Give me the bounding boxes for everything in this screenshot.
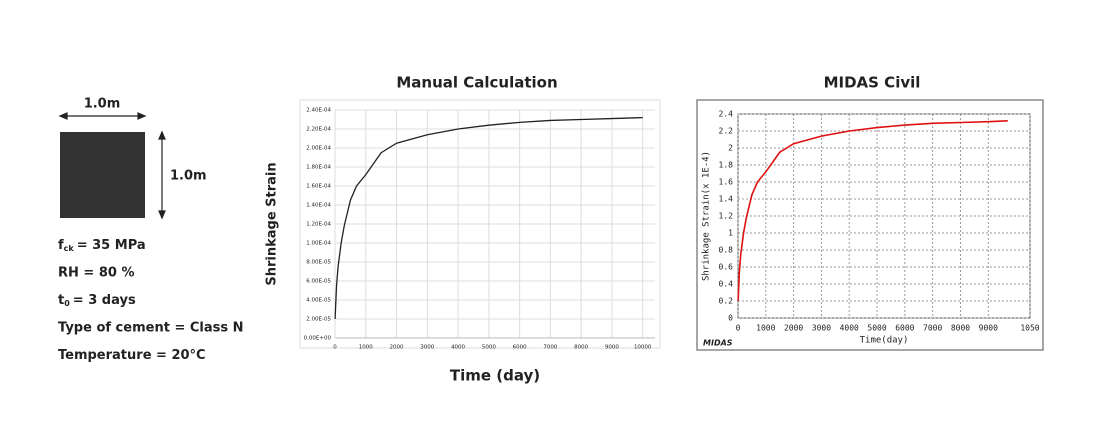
y-tick-label: 2.00E-04 (306, 146, 331, 152)
height-label: 1.0m (170, 169, 207, 184)
y-tick-label: 2.20E-04 (306, 127, 331, 133)
x-tick-label: 1000 (359, 345, 373, 351)
x-tick-label: 6000 (895, 324, 914, 333)
x-tick-label: 10000 (634, 345, 652, 351)
parameter-text: = 35 MPa (77, 238, 146, 253)
y-tick-label: 1.20E-04 (306, 222, 331, 228)
y-tick-label: 1 (728, 229, 733, 238)
y-tick-label: 1.60E-04 (306, 184, 331, 190)
y-tick-label: 0.8 (719, 246, 734, 255)
y-tick-label: 2.4 (719, 110, 734, 119)
y-tick-label: 1.80E-04 (306, 165, 331, 171)
y-tick-label: 1.2 (719, 212, 734, 221)
y-tick-label: 6.00E-05 (306, 279, 331, 285)
chart-title: MIDAS Civil (824, 74, 921, 92)
y-tick-label: 2.2 (719, 127, 734, 136)
y-tick-label: 0.4 (719, 280, 734, 289)
y-tick-label: 2.00E-05 (306, 317, 331, 323)
symbol: t (58, 293, 64, 308)
parameter-text: Type of cement = Class N (58, 320, 244, 335)
parameter-text: Temperature = 20°C (58, 348, 206, 363)
subscript: 0 (64, 299, 70, 308)
parameters: fck = 35 MPa RH = 80 % t0 = 3 days Type of ce… (58, 238, 244, 363)
y-tick-label: 1.4 (719, 195, 734, 204)
x-tick-label: 3000 (812, 324, 831, 333)
x-tick-label: 4000 (840, 324, 859, 333)
logo: MIDAS (703, 339, 733, 348)
parameter: Temperature = 20°C (58, 348, 206, 363)
y-tick-label: 1.40E-04 (306, 203, 331, 209)
y-tick-label: 8.00E-05 (306, 260, 331, 266)
subscript: ck (64, 244, 75, 253)
x-tick-label: 7000 (543, 345, 557, 351)
width-label: 1.0m (84, 97, 121, 112)
x-axis-label: Time (day) (450, 367, 540, 385)
x-tick-label: 8000 (574, 345, 588, 351)
y-axis-label: Shrinkage Strain(x 1E-4) (702, 151, 712, 281)
parameter: t0 = 3 days (58, 293, 136, 308)
y-tick-label: 1.00E-04 (306, 241, 331, 247)
dimension-arrows (58, 112, 166, 220)
x-tick-label: 2000 (784, 324, 803, 333)
x-tick-label: 9000 (979, 324, 998, 333)
x-tick-label: 5000 (482, 345, 496, 351)
x-tick-label: 1000 (756, 324, 775, 333)
y-tick-label: 1.8 (719, 161, 734, 170)
x-axis-label: Time(day) (860, 336, 909, 346)
y-tick-label: 2 (728, 144, 733, 153)
x-tick-label: 0 (333, 345, 337, 351)
specimen-square (60, 132, 145, 218)
x-tick-label: 9000 (605, 345, 619, 351)
line (334, 116, 643, 320)
x-tick-label: 7000 (923, 324, 942, 333)
x-tick-label: 3000 (420, 345, 434, 351)
y-tick-label: 4.00E-05 (306, 298, 331, 304)
x-tick-label: 4000 (451, 345, 465, 351)
x-tick-label: 2000 (390, 345, 404, 351)
y-tick-label: 0.2 (719, 297, 734, 306)
y-tick-label: 0.00E+00 (304, 336, 332, 342)
parameter-text: RH = 80 % (58, 265, 134, 280)
x-tick-label: 5000 (867, 324, 886, 333)
chart-title: Manual Calculation (396, 74, 557, 92)
line (737, 120, 1008, 302)
x-tick-label: 0 (736, 324, 741, 333)
y-tick-label: 0 (728, 314, 733, 323)
parameter-text: = 3 days (73, 293, 136, 308)
y-tick-label: 2.40E-04 (306, 108, 331, 114)
parameter: fck = 35 MPa (58, 238, 146, 253)
x-tick-label: 6000 (513, 345, 527, 351)
parameter: Type of cement = Class N (58, 320, 244, 335)
parameter: RH = 80 % (58, 265, 134, 280)
x-tick-label: 1050 (1020, 324, 1039, 333)
x-tick-label: 8000 (951, 324, 970, 333)
y-axis-label: Shrinkage Strain (265, 162, 280, 285)
y-tick-label: 0.6 (719, 263, 734, 272)
y-tick-label: 1.6 (719, 178, 734, 187)
chart-frame (696, 99, 1044, 351)
symbol: f (58, 238, 64, 253)
